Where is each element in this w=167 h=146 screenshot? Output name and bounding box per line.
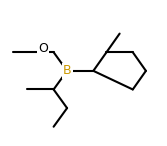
Text: B: B [63, 64, 71, 77]
Text: O: O [38, 42, 48, 55]
